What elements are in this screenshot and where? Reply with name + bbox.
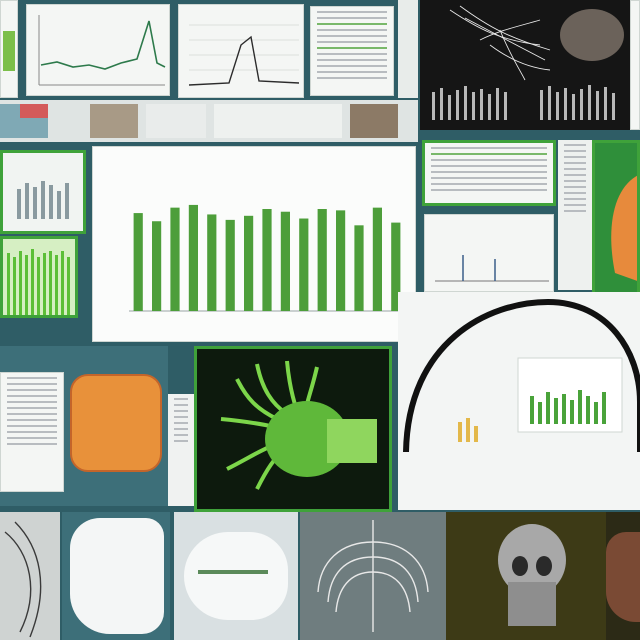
bar-7 — [262, 209, 272, 311]
bar-3 — [188, 204, 198, 311]
brown-tissue-panel — [606, 512, 640, 640]
bar-14 — [391, 222, 401, 311]
skeleton-panel — [300, 512, 446, 640]
sparse-chart-panel — [424, 214, 554, 292]
wireframe-vessels-icon — [449, 5, 551, 81]
white-model-panel-2 — [174, 512, 298, 640]
bar-0 — [133, 213, 143, 311]
bar-8 — [280, 211, 290, 311]
grass-panel — [0, 236, 78, 318]
bar-1 — [152, 221, 162, 311]
skull-icon — [498, 524, 566, 626]
bar-2 — [170, 207, 180, 311]
main-bar-chart — [129, 204, 405, 312]
bar-10 — [317, 209, 327, 311]
line-chart-panel-2 — [178, 4, 304, 98]
orange-tissue-panel — [592, 140, 640, 320]
doc-page — [0, 372, 64, 492]
wireframe-panel — [420, 0, 630, 130]
bar-5 — [225, 219, 235, 311]
bar-9 — [299, 218, 309, 311]
photo-strip — [0, 100, 418, 142]
document-panel-top — [310, 6, 394, 96]
arch-outline — [403, 298, 640, 453]
doc-teal-panel — [0, 346, 168, 506]
line-chart-1 — [38, 15, 166, 86]
white-model-panel-1 — [62, 512, 170, 640]
bar-13 — [372, 207, 382, 311]
white-shell — [184, 532, 288, 620]
bar-11 — [336, 210, 346, 311]
spike-chart — [435, 255, 549, 282]
top-left-thumb — [0, 0, 18, 98]
bar-4 — [207, 214, 217, 311]
green-organ-panel — [194, 346, 392, 512]
plant-icon — [3, 31, 15, 71]
doc-strip-mid — [168, 394, 194, 506]
document-panel-right-1 — [422, 140, 556, 206]
right-edge-thumb — [630, 0, 640, 130]
skull-panel — [446, 512, 606, 640]
bar-12 — [354, 225, 364, 311]
brain-icon — [560, 9, 624, 61]
mini-bar-chart — [17, 181, 69, 219]
main-bar-chart-panel — [92, 146, 416, 342]
narrow-doc-strip — [558, 140, 592, 290]
shell-stripe — [198, 570, 268, 574]
white-cushion — [70, 518, 164, 634]
brown-tissue — [606, 532, 640, 622]
line-chart-panel-1 — [26, 4, 170, 96]
mini-bar-chart-panel — [0, 150, 86, 234]
small-thumb-strip — [398, 0, 418, 98]
spine-icon — [317, 520, 429, 632]
sketch-panel — [0, 512, 60, 640]
bar-6 — [244, 215, 254, 311]
line-chart-2 — [188, 24, 300, 86]
arch-chart-panel — [398, 292, 640, 510]
orange-mesh — [70, 374, 162, 472]
organ-3d-icon — [220, 360, 377, 490]
